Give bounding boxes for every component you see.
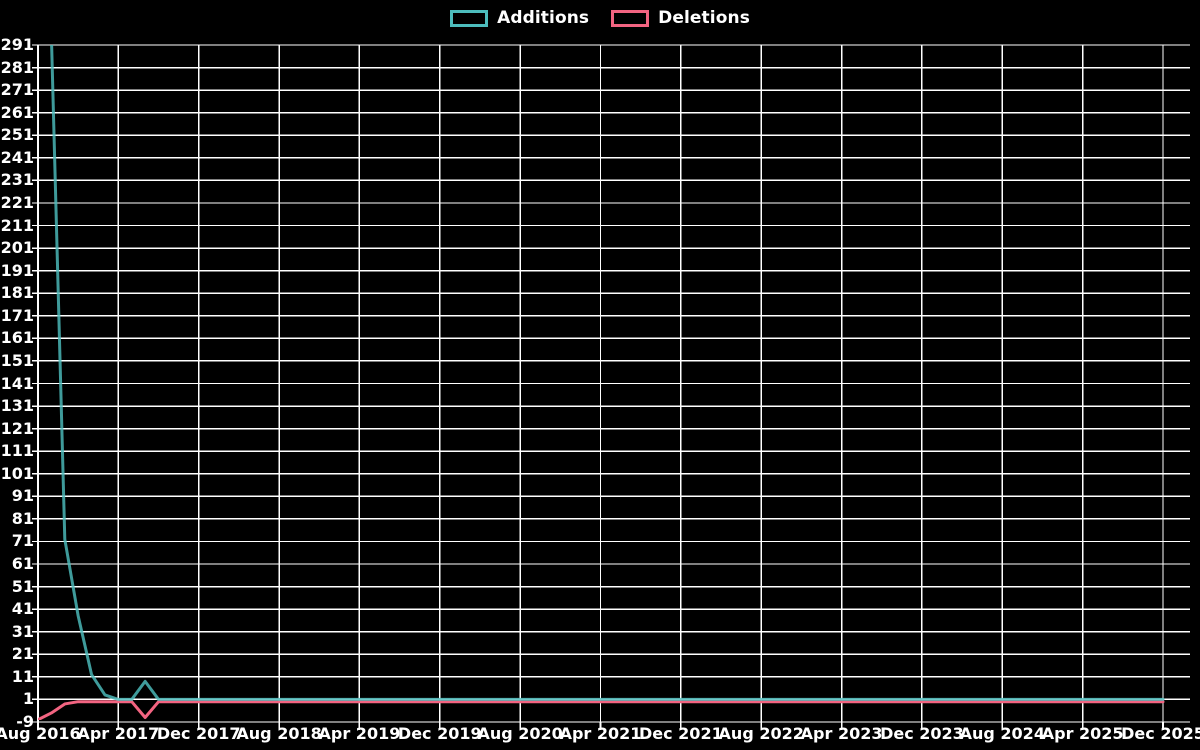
y-axis-tick-label: 161: [0, 328, 34, 348]
y-axis-tick-label: 121: [0, 418, 34, 438]
y-axis-tick-label: 151: [0, 350, 34, 370]
y-axis-tick-label: 231: [0, 170, 34, 190]
y-axis-tick-label: 201: [0, 238, 34, 258]
legend-item-additions[interactable]: Additions: [450, 8, 589, 28]
y-axis-tick-label: 81: [11, 508, 34, 528]
y-axis-tick-label: 131: [0, 396, 34, 416]
y-axis-tick-label: 31: [11, 621, 34, 641]
y-axis-tick-label: 51: [11, 576, 34, 596]
x-axis-tick-label: Dec 2023: [880, 724, 964, 743]
grid-horizontal: [38, 44, 1190, 723]
x-axis-tick-label: Aug 2022: [718, 724, 804, 743]
series-line-additions: [50, 45, 1165, 701]
x-axis-tick-label: Aug 2020: [477, 724, 563, 743]
y-axis-tick-label: 111: [0, 441, 34, 461]
y-axis-tick-label: 291: [0, 35, 34, 54]
y-axis-labels: 291 281 271 261 251 241 231 221 211 201 191 181 171 1…: [0, 0, 34, 750]
x-axis-tick-label: Aug 2016: [0, 724, 81, 743]
x-axis-tick-label: Dec 2019: [397, 724, 482, 743]
series-line-deletions: [38, 700, 1165, 720]
grid-vertical: [117, 45, 1164, 722]
x-axis-ticks: [37, 722, 1164, 730]
chart-legend: Additions Deletions: [0, 0, 1200, 36]
x-axis-tick-label: Dec 2021: [638, 724, 723, 743]
x-axis-tick-label: Dec 2017: [156, 724, 241, 743]
x-axis-tick-label: Apr 2019: [318, 724, 401, 743]
y-axis-tick-label: 251: [0, 125, 34, 145]
y-axis-tick-label: 281: [0, 57, 34, 77]
y-axis-tick-label: 211: [0, 215, 34, 235]
x-axis-tick-label: Apr 2023: [800, 724, 883, 743]
y-axis-tick-label: 61: [11, 554, 34, 574]
x-axis-tick-label: Apr 2017: [77, 724, 160, 743]
y-axis-tick-label: 21: [11, 644, 34, 664]
x-axis-tick-label: Dec 2025: [1121, 724, 1200, 743]
y-axis-tick-label: 191: [0, 260, 34, 280]
x-axis-tick-label: Aug 2024: [959, 724, 1045, 743]
x-axis-tick-label: Apr 2021: [559, 724, 642, 743]
y-axis-tick-label: 171: [0, 305, 34, 325]
y-axis-tick-label: 91: [11, 486, 34, 506]
y-axis-tick-label: 101: [0, 463, 34, 483]
x-axis-labels: Aug 2016 Apr 2017 Dec 2017 Aug 2018 Apr 2019…: [0, 724, 1200, 750]
y-axis-tick-label: 271: [0, 80, 34, 100]
y-axis-tick-label: 181: [0, 283, 34, 303]
legend-label-deletions: Deletions: [658, 8, 750, 28]
legend-label-additions: Additions: [497, 8, 590, 28]
y-axis-tick-label: 71: [11, 531, 34, 551]
y-axis-tick-label: 221: [0, 192, 34, 212]
legend-swatch-deletions-icon: [611, 9, 650, 27]
y-axis-tick-label: 241: [0, 147, 34, 167]
legend-item-deletions[interactable]: Deletions: [611, 8, 750, 28]
y-axis-tick-label: 1: [22, 689, 34, 709]
x-axis-tick-label: Aug 2018: [236, 724, 322, 743]
y-axis-tick-label: 141: [0, 373, 34, 393]
y-axis-tick-label: 11: [11, 666, 34, 686]
x-axis-tick-label: Apr 2025: [1041, 724, 1124, 743]
legend-swatch-additions-icon: [450, 9, 489, 27]
y-axis-ticks: [32, 44, 38, 723]
y-axis-tick-label: 261: [0, 102, 34, 122]
y-axis-tick-label: 41: [11, 599, 34, 619]
